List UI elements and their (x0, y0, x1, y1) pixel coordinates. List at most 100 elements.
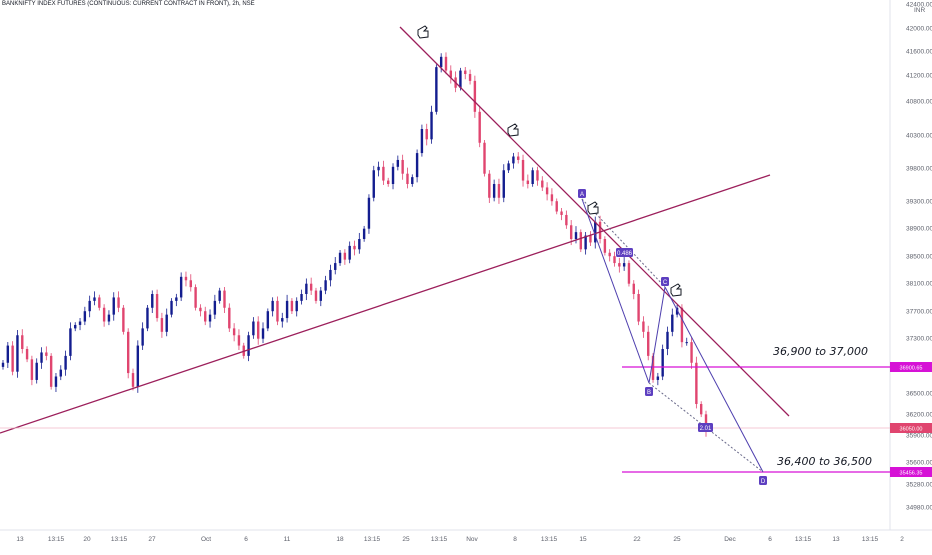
candle-body (314, 290, 318, 301)
candle-body (680, 307, 684, 343)
candle-body (473, 80, 477, 112)
price-tick-label: 34980.00 (906, 505, 932, 512)
candle-body (468, 74, 472, 81)
price-tick-label: 42000.00 (906, 26, 932, 33)
candle-body (492, 184, 496, 198)
candle-body (45, 352, 48, 356)
candle-body (488, 173, 491, 198)
time-tick-label: Oct (201, 536, 211, 543)
candle-body (59, 369, 62, 377)
time-axis: 13 13:15 20 13:15 27 Oct 6 11 18 13:15 25 13:15 Nov 8… (16, 536, 904, 543)
candle-body (338, 252, 342, 264)
abcd-pattern: A B C D 0.486 2.01 (578, 189, 767, 485)
pointing-hand-shape (587, 201, 599, 215)
pointing-hand-shape (507, 123, 519, 137)
candle-body (603, 239, 607, 253)
candle-body (247, 335, 250, 356)
candle-body (271, 300, 274, 312)
price-label-box (890, 423, 932, 433)
currency-label: INR (914, 7, 926, 14)
candle-body (69, 328, 72, 356)
candle-body (622, 263, 626, 267)
candle-body (324, 280, 327, 291)
candle-body (594, 221, 597, 243)
rising-trendline (0, 174, 771, 434)
time-tick-label: 13:15 (795, 536, 812, 543)
pointing-hand-shape (417, 25, 429, 39)
candle-body (232, 328, 236, 336)
candle-body (358, 239, 361, 250)
candle-body (420, 129, 424, 154)
price-label-box (890, 467, 932, 477)
price-label-text: 36050.00 (900, 427, 923, 433)
candle-body (88, 300, 91, 312)
candle-body (560, 211, 563, 215)
candle-body (656, 376, 660, 380)
pattern-leg-ab (581, 198, 650, 384)
pattern-point-box (759, 476, 767, 485)
time-tick-label: 13:15 (431, 536, 448, 543)
candle-body (425, 129, 428, 140)
candle-body (6, 345, 10, 363)
candle-body (179, 276, 183, 298)
candle-body (223, 290, 226, 308)
candle-body (213, 300, 217, 315)
candle-body (290, 300, 294, 312)
candle-body (651, 355, 655, 380)
candle-body (74, 324, 77, 329)
pattern-point-box (578, 189, 586, 198)
candle-body (54, 376, 58, 387)
level-annotation: 36,400 to 36,500 (777, 455, 872, 468)
candle-body (507, 163, 510, 171)
candle-body (83, 311, 87, 322)
candle-body (555, 201, 558, 212)
candle-body (334, 263, 337, 270)
candle-body (704, 414, 708, 432)
candle-body (1, 362, 5, 367)
pattern-point-label: B (647, 390, 651, 396)
candle-body (444, 56, 448, 71)
time-tick-label: 6 (244, 536, 248, 543)
candle-body (377, 166, 380, 171)
candle-body (430, 111, 433, 140)
candle-body (309, 283, 313, 291)
pattern-point-box (661, 277, 669, 286)
candle-body (199, 307, 202, 312)
candle-body (627, 263, 631, 284)
pointing-hand-icon (587, 201, 599, 215)
time-tick-label: 6 (768, 536, 772, 543)
candle-body (526, 180, 530, 185)
candle-body (146, 307, 149, 329)
candle-body (175, 297, 178, 301)
price-tick-label: 40300.00 (906, 133, 932, 140)
candle-body (502, 170, 505, 198)
price-label-box (890, 362, 932, 372)
candle-body (675, 307, 679, 315)
time-tick-label: 13:15 (541, 536, 558, 543)
price-label-text: 36900.65 (900, 366, 923, 372)
candle-body (131, 373, 135, 387)
ratio-box (616, 248, 633, 257)
candle-body (155, 294, 159, 319)
candle-body (40, 352, 43, 363)
pattern-point-box (645, 387, 653, 396)
candle-body (343, 252, 347, 260)
time-tick-label: 22 (633, 536, 641, 543)
price-tick-label: 38500.00 (906, 254, 932, 261)
ratio-label: 0.486 (617, 251, 633, 257)
candle-body (618, 263, 621, 267)
time-tick-label: 13 (832, 536, 840, 543)
candle-body (613, 256, 616, 264)
candle-body (204, 311, 207, 322)
time-tick-label: 2 (900, 536, 904, 543)
level-annotation: 36,900 to 37,000 (773, 345, 868, 358)
candle-body (387, 180, 390, 185)
candle-body (497, 184, 501, 198)
candle-body (666, 331, 669, 350)
candle-body (565, 214, 568, 226)
candle-body (194, 287, 197, 308)
price-tick-label: 39800.00 (906, 166, 932, 173)
